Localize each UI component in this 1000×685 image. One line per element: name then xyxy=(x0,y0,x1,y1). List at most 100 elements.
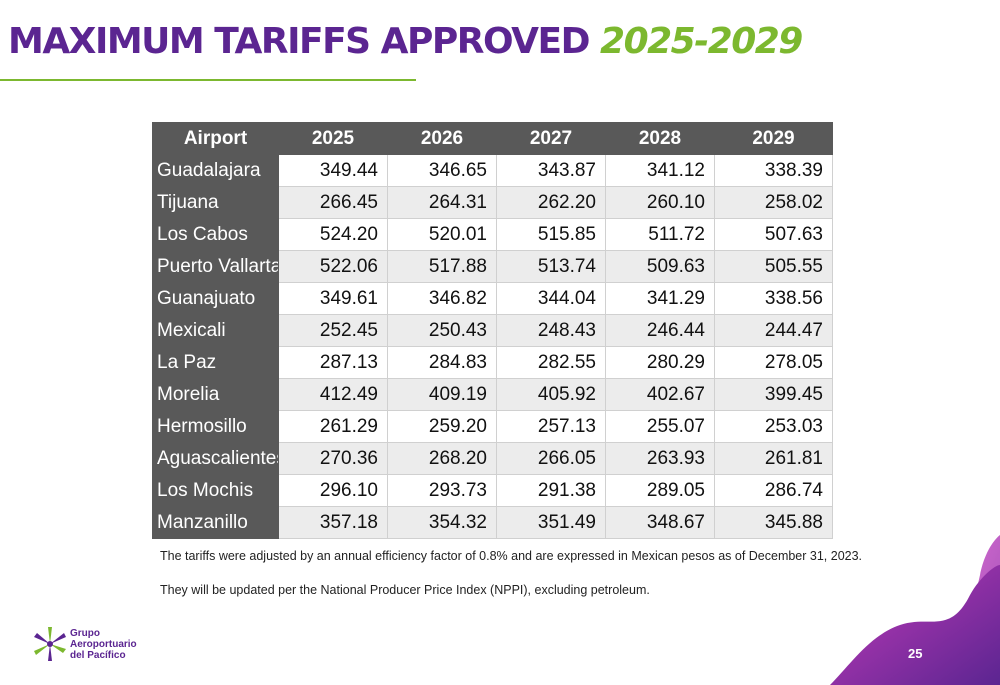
tariff-value: 409.19 xyxy=(387,378,497,411)
airport-name: Guadalajara xyxy=(152,154,279,187)
tariff-value: 348.67 xyxy=(605,506,715,539)
tariff-value: 289.05 xyxy=(605,474,715,507)
tariff-value: 255.07 xyxy=(605,410,715,443)
tariff-value: 270.36 xyxy=(278,442,388,475)
decorative-wave xyxy=(830,535,1000,685)
tariff-value: 291.38 xyxy=(496,474,606,507)
table-row: Manzanillo 357.18 354.32 351.49 348.67 3… xyxy=(152,506,833,539)
header-2027: 2027 xyxy=(496,122,606,155)
tariff-value: 346.65 xyxy=(387,154,497,187)
tariff-value: 257.13 xyxy=(496,410,606,443)
tariff-value: 343.87 xyxy=(496,154,606,187)
tariff-value: 349.44 xyxy=(278,154,388,187)
table-row: Mexicali 252.45 250.43 248.43 246.44 244… xyxy=(152,314,833,347)
tariff-value: 261.29 xyxy=(278,410,388,443)
tariff-value: 399.45 xyxy=(714,378,833,411)
tariff-value: 505.55 xyxy=(714,250,833,283)
airport-name: Aguascalientes xyxy=(152,442,279,475)
page-number: 25 xyxy=(908,646,923,661)
airport-name: Los Cabos xyxy=(152,218,279,251)
tariff-value: 507.63 xyxy=(714,218,833,251)
footnote-efficiency: The tariffs were adjusted by an annual e… xyxy=(160,549,863,563)
plane-star-icon xyxy=(34,627,66,661)
tariff-value: 263.93 xyxy=(605,442,715,475)
table-row: Hermosillo 261.29 259.20 257.13 255.07 2… xyxy=(152,410,833,443)
tariff-value: 296.10 xyxy=(278,474,388,507)
tariff-value: 286.74 xyxy=(714,474,833,507)
table-row: Los Mochis 296.10 293.73 291.38 289.05 2… xyxy=(152,474,833,507)
tariff-value: 280.29 xyxy=(605,346,715,379)
title-years: 2025-2029 xyxy=(600,21,803,62)
table-row: Puerto Vallarta 522.06 517.88 513.74 509… xyxy=(152,250,833,283)
tariff-value: 264.31 xyxy=(387,186,497,219)
tariff-value: 349.61 xyxy=(278,282,388,315)
tariff-value: 287.13 xyxy=(278,346,388,379)
table-row: Guadalajara 349.44 346.65 343.87 341.12 … xyxy=(152,154,833,187)
header-2028: 2028 xyxy=(605,122,715,155)
footnote-nppi: They will be updated per the National Pr… xyxy=(160,583,650,597)
tariff-value: 522.06 xyxy=(278,250,388,283)
tariff-value: 412.49 xyxy=(278,378,388,411)
table-row: Guanajuato 349.61 346.82 344.04 341.29 3… xyxy=(152,282,833,315)
airport-name: Tijuana xyxy=(152,186,279,219)
airport-name: Los Mochis xyxy=(152,474,279,507)
tariff-value: 354.32 xyxy=(387,506,497,539)
tariff-value: 346.82 xyxy=(387,282,497,315)
header-2026: 2026 xyxy=(387,122,497,155)
tariff-value: 260.10 xyxy=(605,186,715,219)
tariff-value: 351.49 xyxy=(496,506,606,539)
tariff-value: 250.43 xyxy=(387,314,497,347)
tariff-value: 261.81 xyxy=(714,442,833,475)
tariff-value: 405.92 xyxy=(496,378,606,411)
tariff-value: 402.67 xyxy=(605,378,715,411)
tariff-value: 248.43 xyxy=(496,314,606,347)
table-row: Tijuana 266.45 264.31 262.20 260.10 258.… xyxy=(152,186,833,219)
airport-name: Morelia xyxy=(152,378,279,411)
tariff-value: 293.73 xyxy=(387,474,497,507)
tariffs-table: Airport 2025 2026 2027 2028 2029 Guadala… xyxy=(152,122,833,539)
tariff-value: 524.20 xyxy=(278,218,388,251)
tariff-value: 262.20 xyxy=(496,186,606,219)
airport-name: Puerto Vallarta xyxy=(152,250,279,283)
tariff-value: 338.39 xyxy=(714,154,833,187)
tariff-value: 338.56 xyxy=(714,282,833,315)
slide-title: MAXIMUM TARIFFS APPROVED 2025-2029 xyxy=(8,20,803,64)
tariff-value: 244.47 xyxy=(714,314,833,347)
airport-name: Manzanillo xyxy=(152,506,279,539)
tariff-value: 520.01 xyxy=(387,218,497,251)
airport-name: La Paz xyxy=(152,346,279,379)
tariff-value: 357.18 xyxy=(278,506,388,539)
table-header-row: Airport 2025 2026 2027 2028 2029 xyxy=(152,122,833,155)
table-row: Aguascalientes 270.36 268.20 266.05 263.… xyxy=(152,442,833,475)
airport-name: Guanajuato xyxy=(152,282,279,315)
tariff-value: 259.20 xyxy=(387,410,497,443)
airport-name: Hermosillo xyxy=(152,410,279,443)
tariff-value: 278.05 xyxy=(714,346,833,379)
tariff-value: 511.72 xyxy=(605,218,715,251)
tariff-value: 517.88 xyxy=(387,250,497,283)
tariff-value: 282.55 xyxy=(496,346,606,379)
tariff-value: 284.83 xyxy=(387,346,497,379)
title-main: MAXIMUM TARIFFS APPROVED xyxy=(8,21,590,62)
table-row: Morelia 412.49 409.19 405.92 402.67 399.… xyxy=(152,378,833,411)
tariff-value: 515.85 xyxy=(496,218,606,251)
logo-text: Grupo Aeroportuario del Pacífico xyxy=(70,628,137,661)
tariff-value: 345.88 xyxy=(714,506,833,539)
header-2025: 2025 xyxy=(278,122,388,155)
tariff-value: 341.12 xyxy=(605,154,715,187)
company-logo: Grupo Aeroportuario del Pacífico xyxy=(32,625,172,665)
tariff-value: 513.74 xyxy=(496,250,606,283)
tariff-value: 246.44 xyxy=(605,314,715,347)
header-2029: 2029 xyxy=(714,122,833,155)
tariff-value: 253.03 xyxy=(714,410,833,443)
tariff-value: 341.29 xyxy=(605,282,715,315)
tariff-value: 344.04 xyxy=(496,282,606,315)
tariff-value: 258.02 xyxy=(714,186,833,219)
table-row: Los Cabos 524.20 520.01 515.85 511.72 50… xyxy=(152,218,833,251)
tariff-value: 509.63 xyxy=(605,250,715,283)
title-underline xyxy=(0,79,416,81)
header-airport: Airport xyxy=(152,122,279,155)
table-row: La Paz 287.13 284.83 282.55 280.29 278.0… xyxy=(152,346,833,379)
tariff-value: 266.45 xyxy=(278,186,388,219)
tariff-value: 268.20 xyxy=(387,442,497,475)
